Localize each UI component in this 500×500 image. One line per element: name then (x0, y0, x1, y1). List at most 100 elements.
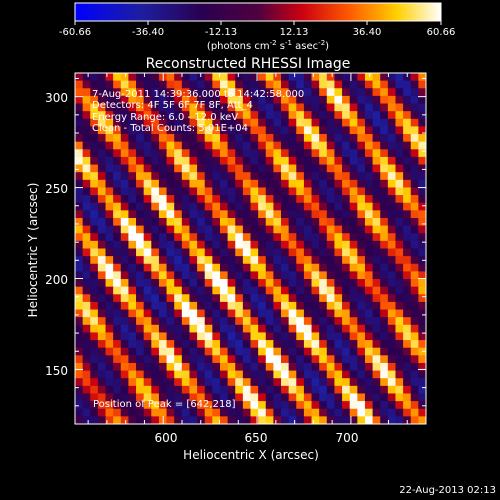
heatmap-cell (319, 202, 328, 211)
heatmap-cell (235, 286, 244, 295)
heatmap-image (75, 73, 427, 425)
heatmap-cell (136, 370, 145, 379)
heatmap-cell (105, 240, 114, 249)
heatmap-cell (166, 263, 175, 272)
heatmap-cell (395, 324, 404, 333)
heatmap-cell (227, 340, 236, 349)
heatmap-cell (90, 301, 99, 310)
heatmap-cell (181, 217, 190, 227)
heatmap-cell (410, 286, 419, 295)
heatmap-cell (82, 294, 91, 303)
heatmap-cell (197, 263, 206, 272)
heatmap-cell (181, 324, 190, 333)
heatmap-cell (372, 88, 381, 97)
heatmap-cell (418, 73, 427, 82)
heatmap-cell (235, 294, 244, 303)
heatmap-cell (250, 103, 259, 112)
heatmap-cell (242, 179, 251, 188)
heatmap-cell (250, 317, 259, 326)
heatmap-cell (113, 126, 122, 135)
heatmap-cell (189, 279, 198, 288)
heatmap-cell (219, 294, 229, 303)
heatmap-cell (349, 233, 358, 242)
heatmap-cell (189, 73, 198, 82)
heatmap-cell (250, 233, 259, 242)
heatmap-cell (303, 141, 312, 150)
heatmap-cell (97, 408, 106, 417)
heatmap-cell (212, 248, 221, 257)
heatmap-cell (128, 210, 137, 219)
heatmap-cell (197, 202, 206, 211)
heatmap-cell (319, 149, 328, 158)
heatmap-cell (380, 317, 389, 326)
heatmap-cell (372, 225, 381, 234)
heatmap-cell (181, 271, 190, 280)
heatmap-cell (105, 317, 114, 326)
heatmap-cell (334, 271, 343, 280)
heatmap-cell (364, 408, 373, 417)
heatmap-cell (410, 347, 419, 356)
heatmap-cell (258, 141, 267, 150)
heatmap-cell (75, 248, 84, 257)
heatmap-cell (395, 187, 404, 196)
heatmap-cell (387, 286, 396, 295)
heatmap-cell (113, 362, 122, 371)
heatmap-cell (158, 309, 167, 318)
heatmap-cell (197, 88, 206, 97)
heatmap-cell (212, 301, 221, 310)
heatmap-cell (113, 271, 122, 280)
heatmap-cell (242, 279, 251, 288)
heatmap-cell (410, 202, 419, 211)
heatmap-cell (197, 80, 206, 89)
y-tick-label: 200 (45, 273, 68, 287)
heatmap-cell (212, 118, 221, 127)
heatmap-cell (219, 202, 229, 211)
heatmap-cell (395, 111, 404, 120)
heatmap-cell (128, 195, 137, 204)
heatmap-cell (75, 347, 84, 356)
heatmap-cell (143, 187, 152, 196)
heatmap-cell (219, 217, 229, 227)
heatmap-cell (105, 179, 114, 188)
heatmap-cell (128, 340, 137, 349)
heatmap-cell (166, 73, 175, 82)
heatmap-cell (174, 240, 183, 249)
heatmap-cell (105, 370, 114, 379)
heatmap-cell (311, 149, 320, 158)
heatmap-cell (120, 347, 129, 356)
heatmap-cell (242, 385, 251, 394)
heatmap-cell (403, 164, 412, 173)
heatmap-cell (189, 95, 198, 104)
heatmap-cell (387, 134, 396, 143)
heatmap-cell (258, 187, 267, 196)
heatmap-cell (403, 279, 412, 288)
heatmap-cell (242, 340, 251, 349)
heatmap-cell (242, 240, 251, 249)
heatmap-cell (380, 103, 389, 112)
heatmap-cell (174, 347, 183, 356)
heatmap-cell (250, 187, 259, 196)
heatmap-cell (82, 240, 91, 249)
heatmap-cell (281, 362, 290, 371)
heatmap-cell (273, 179, 282, 188)
heatmap-cell (197, 164, 206, 173)
heatmap-cell (288, 256, 297, 265)
heatmap-cell (242, 141, 251, 150)
heatmap-cell (151, 111, 160, 120)
heatmap-cell (265, 332, 274, 341)
heatmap-cell (90, 362, 99, 371)
heatmap-cell (357, 233, 366, 242)
heatmap-cell (349, 240, 358, 249)
heatmap-cell (418, 149, 427, 158)
heatmap-cell (364, 111, 373, 120)
heatmap-cell (120, 195, 129, 204)
heatmap-cell (357, 126, 366, 135)
heatmap-cell (250, 416, 259, 425)
heatmap-cell (113, 286, 122, 295)
heatmap-cell (319, 301, 328, 310)
heatmap-cell (204, 156, 213, 165)
heatmap-cell (395, 340, 404, 349)
heatmap-cell (219, 233, 229, 242)
heatmap-cell (212, 95, 221, 104)
heatmap-cell (120, 156, 129, 165)
